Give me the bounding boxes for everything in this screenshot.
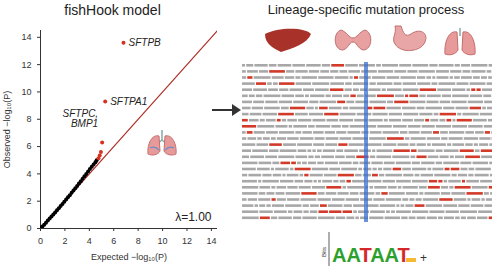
svg-text:6: 6 xyxy=(26,141,31,151)
svg-text:4: 4 xyxy=(87,236,92,246)
svg-text:2: 2 xyxy=(26,196,31,206)
svg-text:λ=1.00: λ=1.00 xyxy=(175,210,212,224)
svg-text:Observed −log₁₀(P): Observed −log₁₀(P) xyxy=(2,91,12,169)
svg-text:AATAAT: AATAAT xyxy=(332,244,410,266)
svg-text:8: 8 xyxy=(26,114,31,124)
svg-text:SFTPC,BMP1: SFTPC,BMP1 xyxy=(63,107,99,129)
svg-text:12: 12 xyxy=(21,60,31,70)
svg-text:SFTPB: SFTPB xyxy=(129,37,162,48)
svg-text:14: 14 xyxy=(21,32,31,42)
svg-text:10: 10 xyxy=(158,236,168,246)
svg-text:SFTPA1: SFTPA1 xyxy=(110,96,147,107)
svg-text:Expected −log₁₀(P): Expected −log₁₀(P) xyxy=(91,252,167,262)
svg-text:0: 0 xyxy=(26,223,31,233)
svg-text:Bits: Bits xyxy=(321,247,327,257)
svg-text:12: 12 xyxy=(182,236,192,246)
svg-text:0: 0 xyxy=(38,236,43,246)
svg-text:8: 8 xyxy=(136,236,141,246)
svg-text:2: 2 xyxy=(62,236,67,246)
svg-text:+: + xyxy=(420,251,427,265)
svg-text:6: 6 xyxy=(111,236,116,246)
svg-text:10: 10 xyxy=(21,87,31,97)
svg-text:4: 4 xyxy=(26,169,31,179)
html-text:Lineage-specific mutation proc: Lineage-specific mutation process xyxy=(267,2,465,17)
svg-text:14: 14 xyxy=(206,236,216,246)
html-text:fishHook model: fishHook model xyxy=(64,2,161,18)
